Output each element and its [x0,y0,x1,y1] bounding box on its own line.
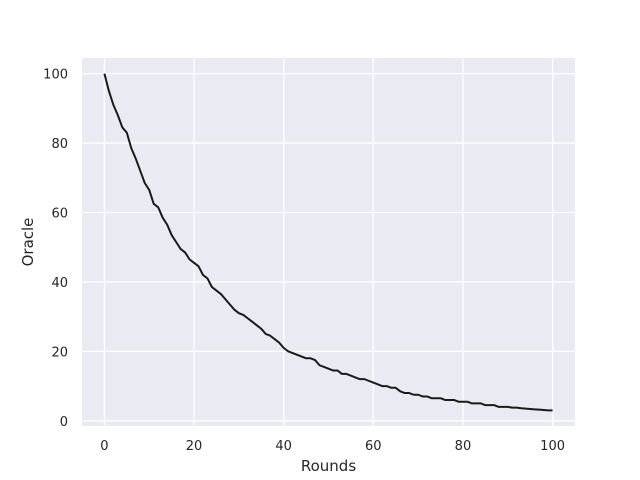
x-tick-label: 100 [540,439,565,454]
x-tick-label: 0 [100,439,108,454]
series-line [103,73,553,412]
x-tick-label: 40 [275,439,292,454]
y-tick-label: 60 [51,206,68,221]
grid [82,58,575,426]
y-tick-label: 20 [51,345,68,360]
y-axis-ticks: 0 20 40 60 80 100 [43,68,68,430]
x-tick-label: 20 [186,439,203,454]
x-axis-label: Rounds [301,457,356,475]
y-tick-label: 0 [60,415,68,430]
y-tick-label: 80 [51,137,68,152]
x-tick-label: 80 [455,439,472,454]
y-axis-label: Oracle [19,218,37,267]
plot-area [82,58,575,426]
x-tick-label: 60 [365,439,382,454]
x-axis-ticks: 0 20 40 60 80 100 [100,439,565,454]
y-tick-label: 100 [43,68,68,83]
y-tick-label: 40 [51,276,68,291]
